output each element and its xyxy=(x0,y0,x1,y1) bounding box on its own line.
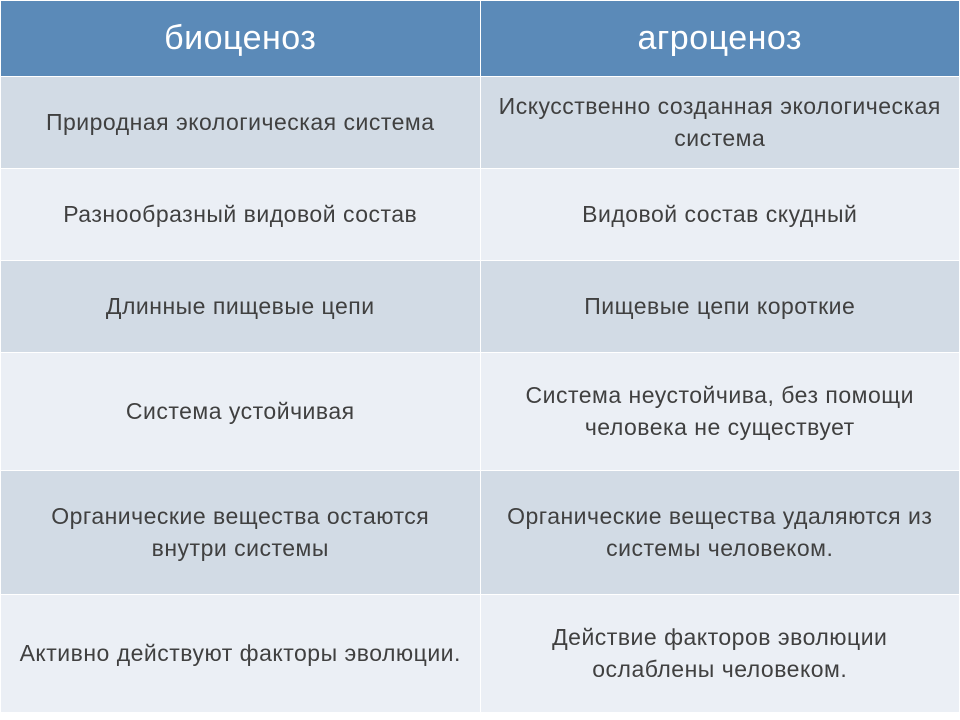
header-cell-left: биоценоз xyxy=(1,1,481,77)
comparison-table: биоценоз агроценоз Природная экологическ… xyxy=(0,0,960,713)
cell-right: Действие факторов эволюции ослаблены чел… xyxy=(480,595,960,713)
header-cell-right: агроценоз xyxy=(480,1,960,77)
cell-left: Органические вещества остаются внутри си… xyxy=(1,471,481,595)
table-row: Система устойчивая Система неустойчива, … xyxy=(1,353,960,471)
cell-left: Природная экологическая система xyxy=(1,77,481,169)
cell-right: Органические вещества удаляются из систе… xyxy=(480,471,960,595)
cell-right: Пищевые цепи короткие xyxy=(480,261,960,353)
table-row: Длинные пищевые цепи Пищевые цепи коротк… xyxy=(1,261,960,353)
table-row: Органические вещества остаются внутри си… xyxy=(1,471,960,595)
cell-right: Система неустойчива, без помощи человека… xyxy=(480,353,960,471)
table-row: Природная экологическая система Искусств… xyxy=(1,77,960,169)
table-header-row: биоценоз агроценоз xyxy=(1,1,960,77)
cell-left: Разнообразный видовой состав xyxy=(1,169,481,261)
cell-left: Активно действуют факторы эволюции. xyxy=(1,595,481,713)
cell-right: Видовой состав скудный xyxy=(480,169,960,261)
table-row: Активно действуют факторы эволюции. Дейс… xyxy=(1,595,960,713)
cell-left: Длинные пищевые цепи xyxy=(1,261,481,353)
cell-right: Искусственно созданная экологическая сис… xyxy=(480,77,960,169)
cell-left: Система устойчивая xyxy=(1,353,481,471)
table-row: Разнообразный видовой состав Видовой сос… xyxy=(1,169,960,261)
